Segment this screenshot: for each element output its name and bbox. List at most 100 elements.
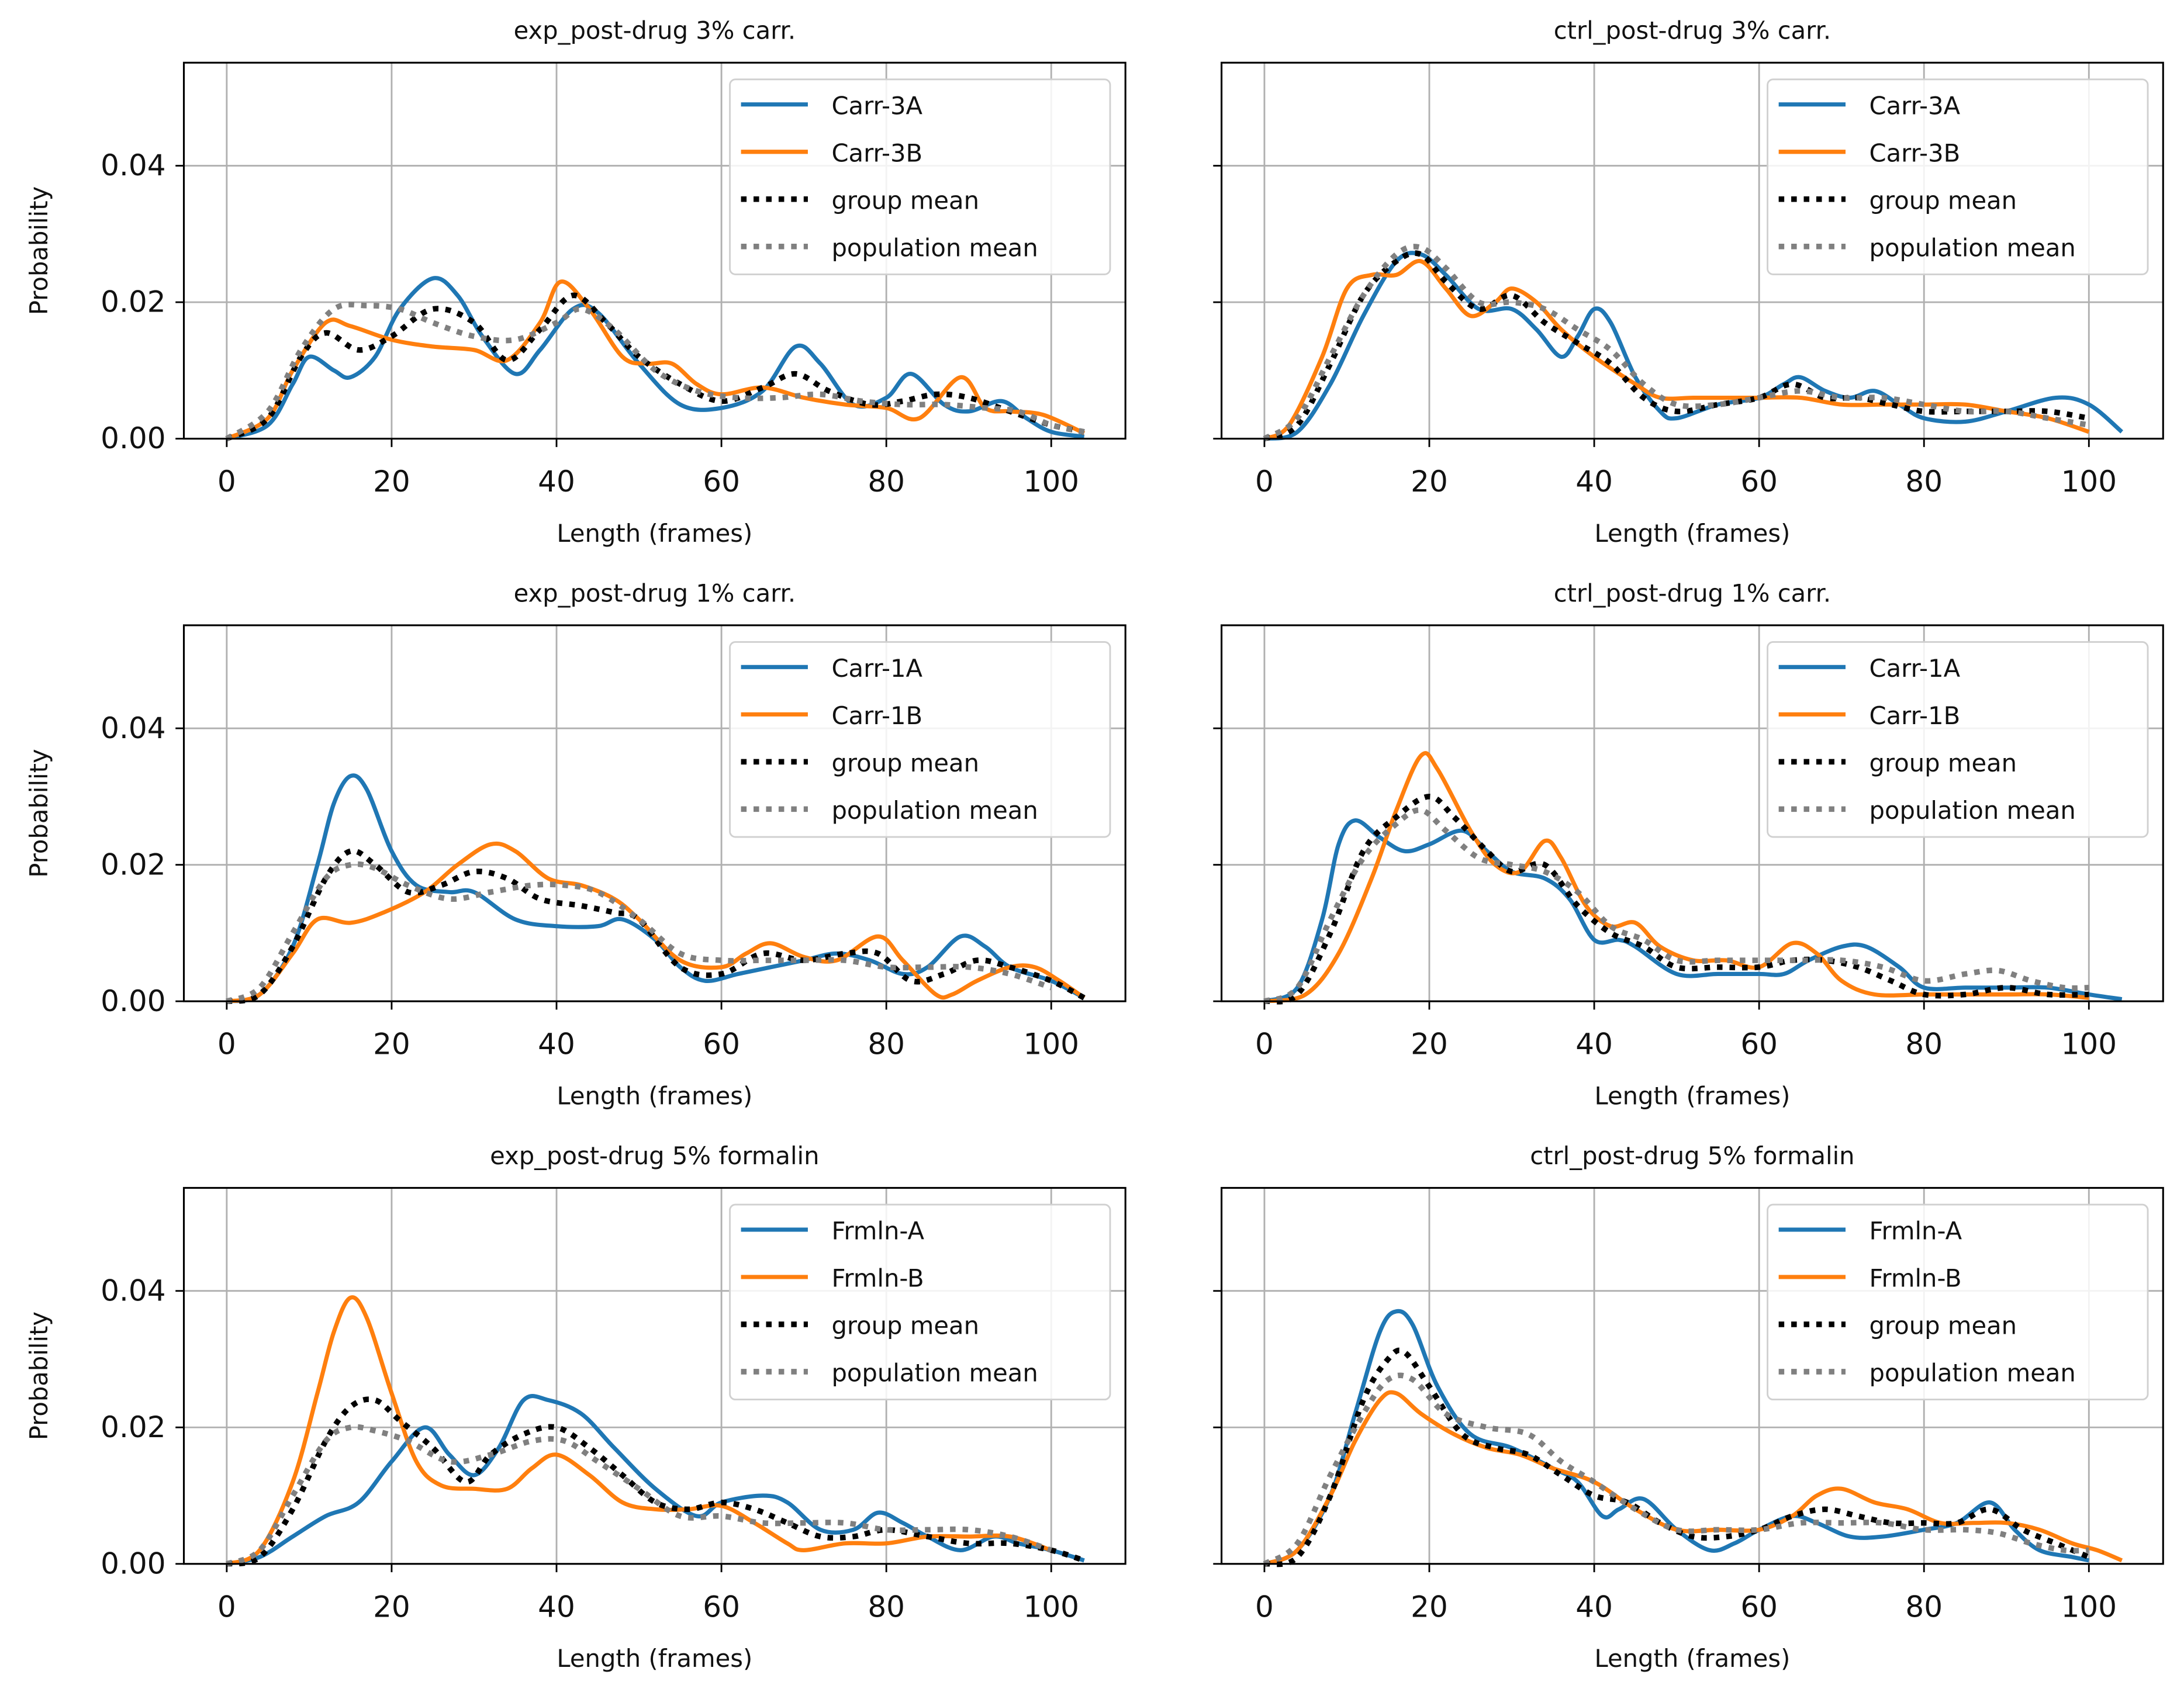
x-tick-label: 0: [1255, 465, 1274, 499]
axes-frame: [182, 61, 1126, 440]
x-tick-label: 80: [868, 1027, 905, 1061]
legend-box: [729, 78, 1111, 275]
series-line-group-mean: [1263, 250, 2090, 442]
x-tick-label: 100: [1024, 1590, 1079, 1624]
legend-label: Carr-1B: [831, 701, 922, 730]
legend-label: Carr-1B: [1869, 701, 1961, 730]
x-tick-label: 0: [217, 1590, 236, 1624]
x-axis-label: Length (frames): [557, 1644, 752, 1673]
legend-label: Carr-1A: [831, 654, 922, 683]
series-line-frmln-b: [226, 1295, 1052, 1566]
x-tick-label: 0: [1255, 1590, 1274, 1624]
x-tick-label: 0: [1255, 1027, 1274, 1061]
series-line-population-mean: [226, 1424, 1052, 1567]
series-line-population-mean: [225, 302, 1085, 441]
legend-label: Carr-3A: [1869, 91, 1961, 120]
x-tick-label: 20: [373, 1027, 410, 1061]
legend-label: group mean: [1869, 186, 2017, 214]
x-axis-label: Length (frames): [1594, 1644, 1790, 1673]
series-line-population-mean: [1263, 807, 2089, 1004]
x-tick-label: 60: [703, 1027, 740, 1061]
series-line-group-mean: [226, 847, 1086, 1004]
series-line-carr-1b: [1264, 751, 2089, 1004]
x-axis-label: Length (frames): [1594, 1081, 1790, 1110]
series-line-group-mean: [226, 1396, 1086, 1567]
legend: Carr-1A Carr-1B group mean population mean: [1767, 641, 2149, 838]
legend-label: population mean: [831, 796, 1038, 825]
axes-frame: [1221, 1186, 2164, 1565]
y-axis-label: Probability: [25, 1312, 53, 1440]
y-tick-label: 0.00: [101, 421, 165, 455]
legend: Frmln-A Frmln-B group mean population mean: [1767, 1203, 2149, 1401]
legend-label: Frmln-B: [831, 1264, 924, 1293]
subplot-2: ctrl_post-drug 3% carr. 0 20 40 60 80 100 Lengt…: [1213, 16, 2164, 548]
legend-box: [729, 641, 1111, 838]
subplot-title: ctrl_post-drug 5% formalin: [1530, 1141, 1854, 1170]
series-line-carr-3b: [1263, 259, 2090, 441]
x-tick-label: 20: [1411, 1590, 1448, 1624]
legend-label: Carr-3B: [831, 139, 922, 167]
x-tick-label: 0: [217, 465, 236, 499]
legend-label: Frmln-B: [1869, 1264, 1962, 1293]
x-tick-label: 80: [1905, 465, 1943, 499]
legend-label: group mean: [1869, 1312, 2017, 1340]
legend-label: population mean: [1869, 233, 2076, 262]
y-tick-label: 0.00: [101, 1546, 165, 1580]
legend: Frmln-A Frmln-B group mean population mean: [729, 1203, 1111, 1401]
y-tick-label: 0.02: [101, 285, 165, 319]
series-line-group-mean: [1263, 1347, 2090, 1568]
x-tick-label: 100: [1024, 465, 1079, 499]
x-tick-label: 20: [373, 1590, 410, 1624]
x-tick-label: 20: [373, 465, 410, 499]
y-tick-label: 0.04: [101, 711, 165, 745]
subplot-5: exp_post-drug 5% formalin 0 20 40 60 80 100 0.0…: [25, 1141, 1126, 1673]
legend-label: Frmln-A: [1869, 1217, 1962, 1245]
x-tick-label: 60: [1740, 1027, 1778, 1061]
x-tick-label: 100: [2061, 1590, 2117, 1624]
x-tick-label: 40: [538, 465, 575, 499]
series-line-population-mean: [226, 861, 1052, 1004]
subplot-3: exp_post-drug 1% carr. 0 20 40 60 80 100 0.00 0.…: [25, 579, 1126, 1110]
series-line-population-mean: [1263, 1372, 2089, 1567]
subplot-4: ctrl_post-drug 1% carr. 0 20 40 60 80 100 Lengt…: [1213, 579, 2164, 1110]
y-tick-label: 0.04: [101, 148, 165, 182]
x-tick-label: 40: [1575, 1590, 1613, 1624]
x-tick-label: 40: [1575, 1027, 1613, 1061]
legend: Carr-3A Carr-3B group mean population mean: [729, 78, 1111, 275]
x-tick-label: 60: [1740, 1590, 1778, 1624]
x-axis-label: Length (frames): [557, 519, 752, 548]
y-tick-label: 0.02: [101, 1410, 165, 1444]
legend-box: [729, 1203, 1111, 1401]
series-line-carr-1a: [226, 773, 1086, 1004]
legend-label: group mean: [831, 186, 979, 214]
x-tick-label: 20: [1411, 1027, 1448, 1061]
legend: Carr-3A Carr-3B group mean population mean: [1767, 78, 2149, 275]
series-line-frmln-a: [226, 1393, 1085, 1566]
series-line-carr-1a: [1263, 818, 2123, 1004]
x-tick-label: 0: [217, 1027, 236, 1061]
legend-label: group mean: [831, 1312, 979, 1340]
x-tick-label: 100: [2061, 1027, 2117, 1061]
x-tick-label: 60: [703, 1590, 740, 1624]
x-tick-label: 100: [2061, 465, 2117, 499]
legend-label: group mean: [1869, 749, 2017, 777]
y-tick-label: 0.04: [101, 1274, 165, 1307]
subplot-6: ctrl_post-drug 5% formalin 0 20 40 60 80 100 Le…: [1213, 1141, 2164, 1673]
x-tick-label: 80: [1905, 1027, 1943, 1061]
x-axis-label: Length (frames): [557, 1081, 752, 1110]
legend-label: population mean: [831, 1359, 1038, 1387]
y-axis-label: Probability: [25, 186, 53, 315]
legend-label: population mean: [831, 233, 1038, 262]
x-tick-label: 60: [703, 465, 740, 499]
legend-box: [1767, 1203, 2149, 1401]
x-tick-label: 60: [1740, 465, 1778, 499]
legend-label: Carr-1A: [1869, 654, 1961, 683]
subplot-title: exp_post-drug 5% formalin: [490, 1141, 819, 1170]
series-line-population-mean: [1263, 244, 2090, 441]
legend-label: Frmln-A: [831, 1217, 924, 1245]
series-line-carr-3b: [226, 279, 1086, 441]
subplot-title: exp_post-drug 1% carr.: [514, 579, 796, 607]
x-tick-label: 20: [1411, 465, 1448, 499]
x-tick-label: 80: [1905, 1590, 1943, 1624]
